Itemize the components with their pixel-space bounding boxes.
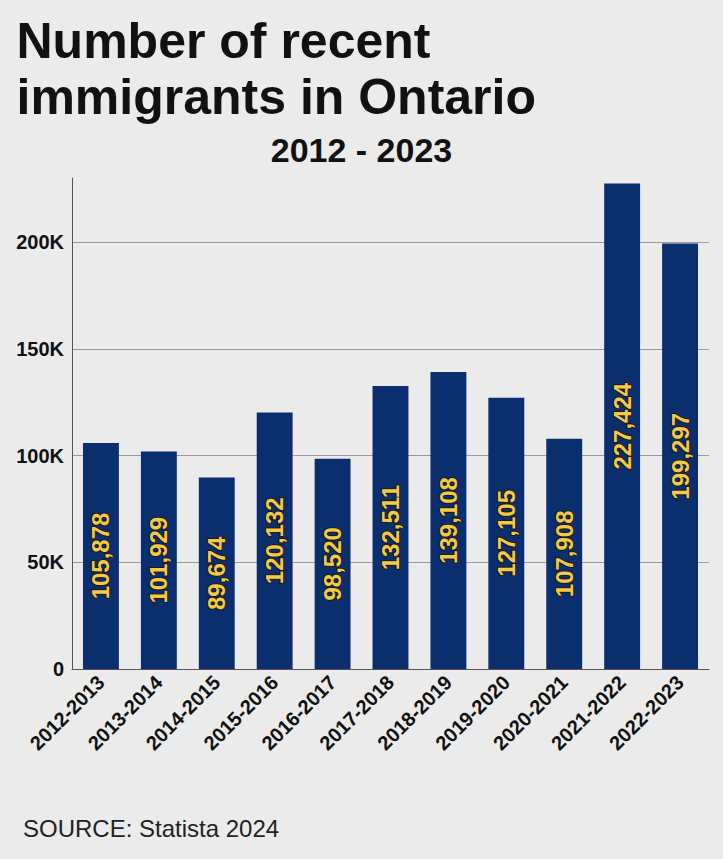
- svg-text:139,108: 139,108: [435, 477, 462, 564]
- svg-text:200K: 200K: [16, 231, 64, 253]
- svg-text:2012-2013: 2012-2013: [25, 671, 109, 755]
- svg-text:2020-2021: 2020-2021: [488, 671, 572, 755]
- svg-text:2021-2022: 2021-2022: [546, 671, 630, 755]
- svg-text:2016-2017: 2016-2017: [257, 671, 341, 755]
- svg-text:100K: 100K: [16, 445, 64, 467]
- svg-text:2015-2016: 2015-2016: [199, 671, 283, 755]
- svg-text:2013-2014: 2013-2014: [83, 671, 167, 755]
- svg-text:105,878: 105,878: [87, 513, 114, 600]
- svg-text:0: 0: [53, 658, 64, 680]
- svg-text:2014-2015: 2014-2015: [141, 671, 225, 755]
- svg-text:2017-2018: 2017-2018: [315, 671, 399, 755]
- svg-text:50K: 50K: [27, 551, 64, 573]
- svg-text:89,674: 89,674: [203, 536, 230, 610]
- svg-text:127,105: 127,105: [493, 490, 520, 577]
- svg-text:120,132: 120,132: [261, 497, 288, 584]
- svg-text:immigrants in Ontario: immigrants in Ontario: [17, 69, 537, 125]
- svg-text:Number of recent: Number of recent: [17, 13, 445, 69]
- svg-text:98,520: 98,520: [319, 527, 346, 600]
- svg-text:227,424: 227,424: [609, 382, 636, 469]
- svg-text:2012 - 2023: 2012 - 2023: [271, 131, 453, 169]
- svg-text:107,908: 107,908: [551, 510, 578, 597]
- svg-text:2018-2019: 2018-2019: [373, 671, 457, 755]
- svg-text:SOURCE: Statista 2024: SOURCE: Statista 2024: [23, 815, 279, 842]
- svg-text:101,929: 101,929: [145, 517, 172, 604]
- svg-text:2019-2020: 2019-2020: [431, 671, 515, 755]
- svg-text:132,511: 132,511: [377, 485, 404, 570]
- svg-text:199,297: 199,297: [667, 413, 694, 500]
- svg-text:150K: 150K: [16, 338, 64, 360]
- svg-text:2022-2023: 2022-2023: [605, 671, 688, 754]
